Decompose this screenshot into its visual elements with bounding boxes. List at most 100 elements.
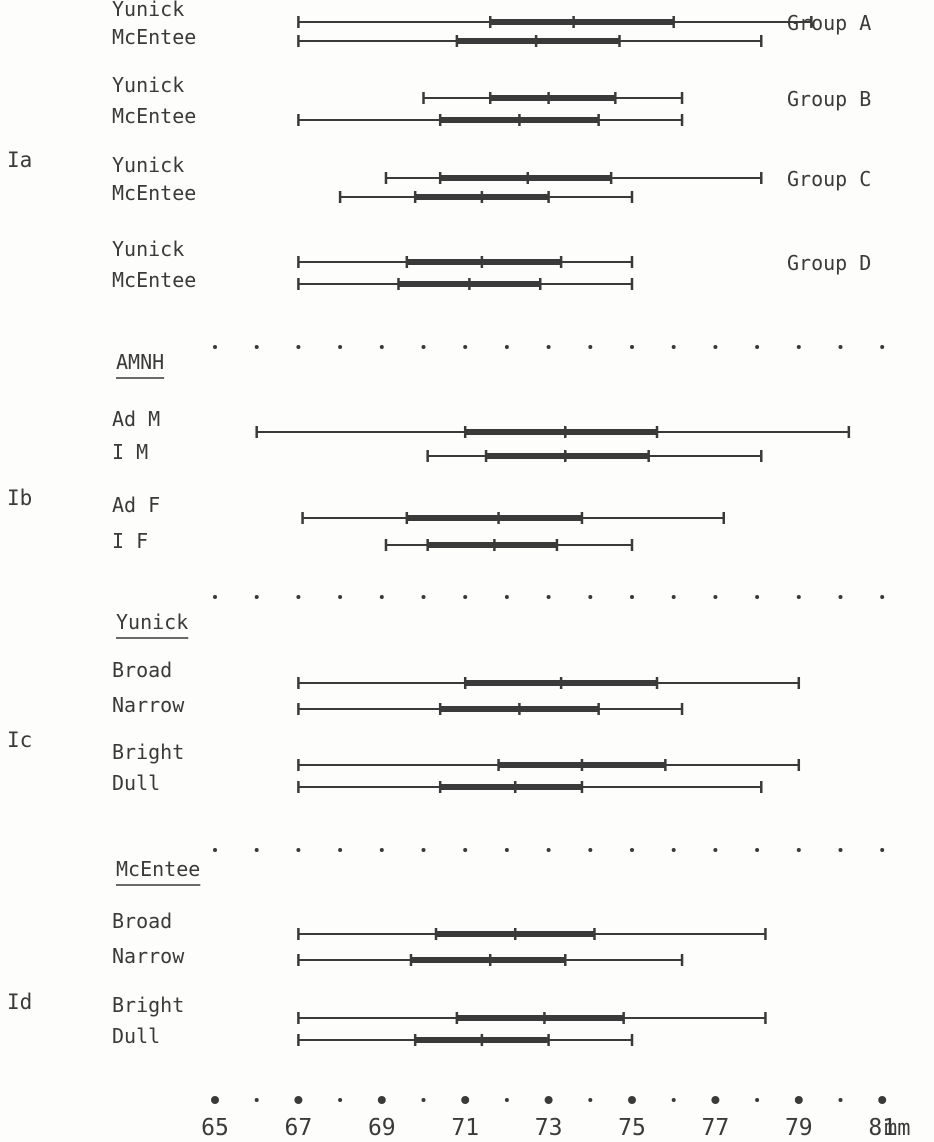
separator-dot	[296, 848, 301, 852]
separator-dot	[796, 848, 801, 852]
axis-minor-dot	[588, 1098, 593, 1102]
range-bar	[297, 928, 767, 940]
separator-dot	[755, 848, 760, 852]
separator-dot	[671, 595, 676, 599]
x-tick-label: 75	[618, 1115, 646, 1141]
row-label: Ad M	[112, 407, 160, 431]
separator-dot	[213, 345, 217, 349]
x-tick-label: 81	[868, 1115, 896, 1141]
separator-dot	[880, 848, 885, 852]
separator-dot	[546, 595, 551, 599]
row-label: I F	[112, 529, 148, 553]
group-label: Group A	[787, 11, 871, 35]
x-tick-label: 67	[285, 1115, 313, 1141]
axis-major-dot	[294, 1096, 303, 1104]
separator-dot	[838, 848, 843, 852]
separator-dot	[838, 595, 843, 599]
separator-dot	[213, 848, 217, 852]
x-tick-label: 73	[535, 1115, 563, 1141]
separator-dot	[254, 595, 259, 599]
separator-dot	[630, 848, 634, 852]
row-label: Bright	[112, 993, 184, 1017]
row-label: Broad	[112, 909, 172, 933]
section-heading: McEntee	[116, 857, 200, 881]
range-bar	[384, 539, 634, 551]
axis-major-dot	[628, 1096, 636, 1104]
row-label: Narrow	[112, 944, 185, 968]
section-heading: AMNH	[116, 350, 164, 374]
separator-dot	[630, 345, 634, 349]
separator-dot	[463, 595, 468, 599]
x-tick-label: 79	[785, 1115, 813, 1141]
separator-dot	[671, 848, 676, 852]
separator-dot	[338, 848, 343, 852]
separator-dot	[880, 345, 885, 349]
separator-dot	[713, 345, 718, 349]
range-bar	[422, 92, 684, 104]
separator-dot	[671, 345, 676, 349]
separator-dot	[796, 595, 801, 599]
axis-major-dot	[794, 1096, 803, 1104]
range-bar	[297, 114, 684, 126]
axis-minor-dot	[421, 1098, 426, 1102]
axis-minor-dot	[338, 1098, 343, 1102]
separator-dot	[254, 345, 259, 349]
separator-dot	[504, 848, 509, 852]
x-tick-label: 71	[451, 1115, 479, 1141]
axis-major-dot	[711, 1096, 720, 1104]
range-bar	[297, 954, 684, 966]
range-bar	[297, 256, 634, 268]
axis-minor-dot	[838, 1098, 843, 1102]
separator-dot	[421, 848, 426, 852]
row-label: McEntee	[112, 268, 196, 292]
x-tick-label: 65	[201, 1115, 229, 1141]
range-bar	[384, 172, 763, 184]
range-bar	[255, 426, 851, 438]
separator-dot	[504, 345, 509, 349]
range-bar	[338, 191, 634, 203]
separator-dot	[338, 595, 343, 599]
separator-dot	[463, 345, 468, 349]
row-label: Yunick	[112, 0, 184, 21]
section-label-ia: Ia	[7, 148, 32, 172]
row-label: Dull	[112, 1024, 160, 1048]
section-label-id: Id	[7, 990, 32, 1014]
range-bar	[297, 759, 801, 771]
group-label: Group B	[787, 87, 871, 111]
range-bar	[297, 703, 684, 715]
range-bar	[297, 1012, 767, 1024]
row-label: Bright	[112, 740, 184, 764]
axis-minor-dot	[755, 1098, 760, 1102]
unit-label: mm	[884, 1116, 911, 1141]
row-label: Broad	[112, 658, 172, 682]
row-label: Narrow	[112, 693, 185, 717]
separator-dot	[379, 345, 384, 349]
axis-major-dot	[211, 1096, 219, 1104]
separator-dot	[880, 595, 885, 599]
axis-minor-dot	[254, 1098, 259, 1102]
separator-dot	[796, 345, 801, 349]
separator-dot	[755, 595, 760, 599]
section-label-ib: Ib	[7, 486, 32, 510]
section-heading: Yunick	[116, 610, 188, 634]
axis-minor-dot	[671, 1098, 676, 1102]
x-tick-label: 77	[702, 1115, 730, 1141]
axis-major-dot	[461, 1096, 470, 1104]
row-label: McEntee	[112, 104, 196, 128]
separator-dot	[254, 848, 259, 852]
separator-dot	[421, 595, 426, 599]
group-label: Group C	[787, 167, 871, 191]
separator-dot	[713, 595, 718, 599]
separator-dot	[213, 595, 217, 599]
row-label: Yunick	[112, 73, 184, 97]
separator-dot	[296, 345, 301, 349]
row-label: I M	[112, 440, 148, 464]
range-bar	[297, 781, 763, 793]
section-label-ic: Ic	[7, 728, 32, 752]
group-label: Group D	[787, 251, 871, 275]
separator-dot	[713, 848, 718, 852]
axis-major-dot	[377, 1096, 386, 1104]
row-label: Dull	[112, 771, 160, 795]
separator-dot	[379, 595, 384, 599]
row-label: McEntee	[112, 181, 196, 205]
